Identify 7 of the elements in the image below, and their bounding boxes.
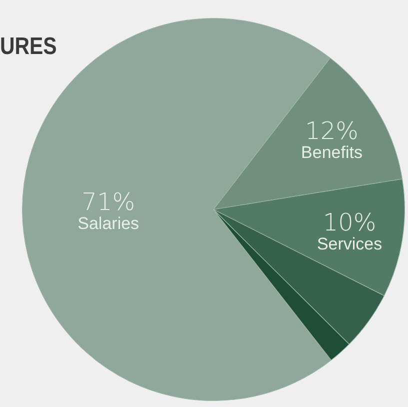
slice-label: Services [316, 234, 382, 254]
slice-label: Benefits [301, 143, 362, 162]
data-label: 12% [305, 117, 358, 146]
text: URES [0, 33, 57, 61]
data-label: 71% [82, 188, 136, 216]
slice-label: Salaries [78, 214, 140, 233]
data-label: 10% [322, 208, 376, 237]
